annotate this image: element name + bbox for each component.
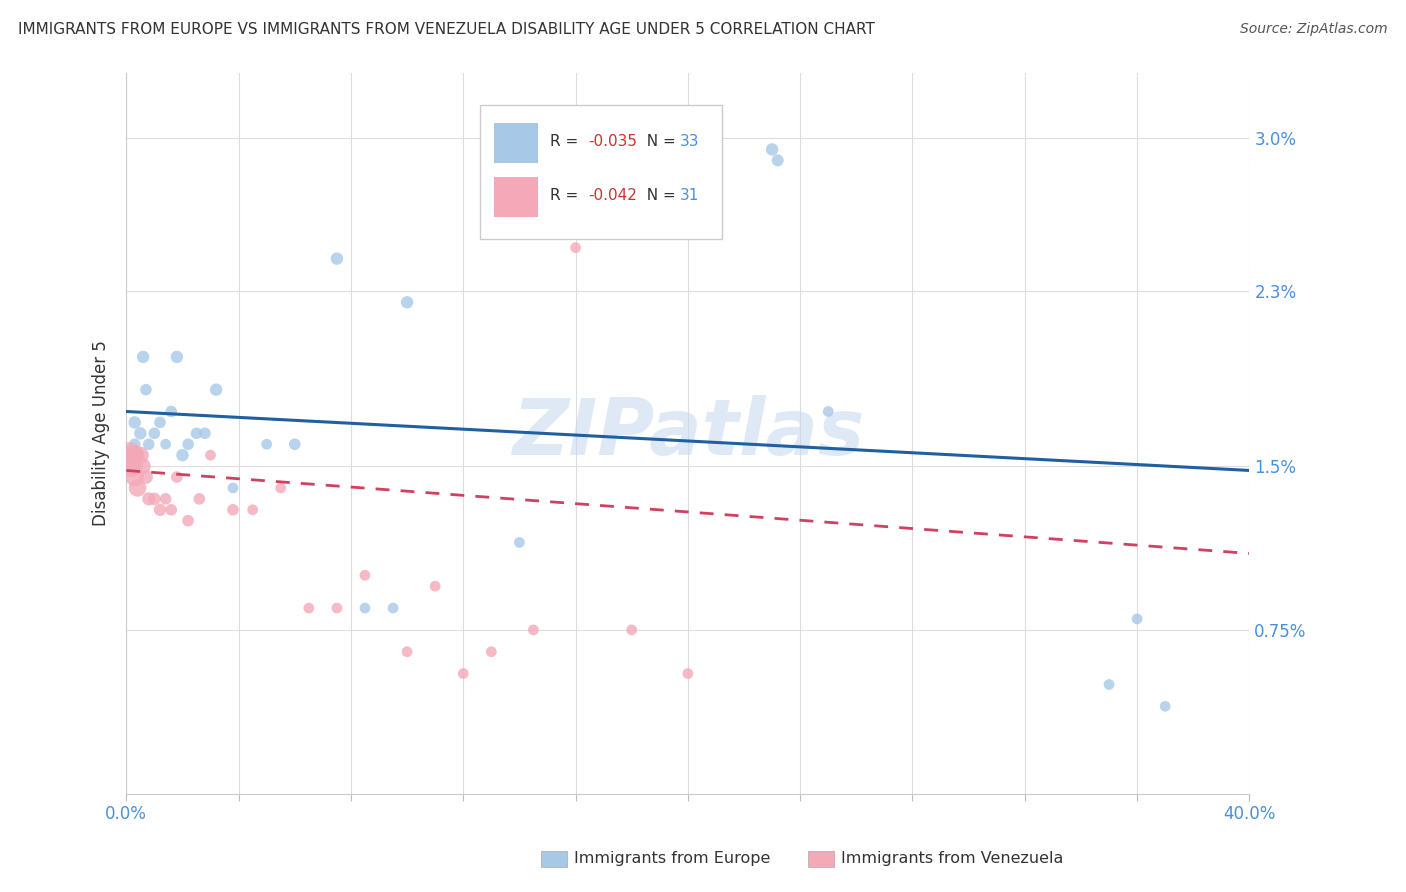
Point [129,448,152,462]
Point [121,459,143,474]
Text: -0.035: -0.035 [588,134,637,149]
Point [138,437,160,451]
Point [817,404,839,418]
Point [396,645,419,659]
Point [1098,677,1121,691]
Point [118,448,141,462]
Point [160,502,183,516]
Point [127,481,149,495]
Point [124,437,146,451]
Text: R =: R = [550,188,583,203]
Text: 33: 33 [681,134,700,149]
Point [620,623,643,637]
Point [761,143,783,157]
Point [155,437,177,451]
Point [396,295,419,310]
Point [1126,612,1149,626]
Point [676,666,699,681]
Point [160,404,183,418]
Point [270,481,292,495]
Point [423,579,446,593]
Text: Immigrants from Venezuela: Immigrants from Venezuela [841,852,1063,866]
Point [127,448,149,462]
Point [129,426,152,441]
Text: N =: N = [637,188,681,203]
Point [124,448,146,462]
Point [205,383,228,397]
Y-axis label: Disability Age Under 5: Disability Age Under 5 [93,341,110,526]
Point [166,470,188,484]
Point [766,153,789,168]
Point [166,350,188,364]
Point [149,416,172,430]
Point [451,666,474,681]
Text: R =: R = [550,134,583,149]
Point [118,448,141,462]
Point [177,514,200,528]
Point [284,437,307,451]
Point [188,491,211,506]
Point [132,350,155,364]
FancyBboxPatch shape [494,123,538,163]
Point [242,502,264,516]
FancyBboxPatch shape [494,178,538,217]
Point [326,252,349,266]
Point [1154,699,1177,714]
Text: N =: N = [637,134,681,149]
Point [522,623,544,637]
Point [155,491,177,506]
Point [326,601,349,615]
Text: -0.042: -0.042 [588,188,637,203]
Point [354,601,377,615]
Text: Immigrants from Europe: Immigrants from Europe [574,852,770,866]
Point [298,601,321,615]
Text: IMMIGRANTS FROM EUROPE VS IMMIGRANTS FROM VENEZUELA DISABILITY AGE UNDER 5 CORRE: IMMIGRANTS FROM EUROPE VS IMMIGRANTS FRO… [18,22,875,37]
Point [138,491,160,506]
Point [508,535,530,549]
FancyBboxPatch shape [479,105,721,239]
Point [143,426,166,441]
Point [200,448,222,462]
Point [124,470,146,484]
Text: Source: ZipAtlas.com: Source: ZipAtlas.com [1240,22,1388,37]
Point [124,416,146,430]
Point [143,491,166,506]
Point [256,437,278,451]
Point [132,459,155,474]
Point [564,241,586,255]
Point [177,437,200,451]
Point [222,502,245,516]
Point [172,448,194,462]
Point [186,426,208,441]
Point [149,502,172,516]
Point [135,383,157,397]
Text: ZIPatlas: ZIPatlas [512,395,863,471]
Point [194,426,217,441]
Point [121,459,143,474]
Point [135,470,157,484]
Point [354,568,377,582]
Text: 31: 31 [681,188,699,203]
Point [479,645,502,659]
Point [222,481,245,495]
Point [382,601,405,615]
